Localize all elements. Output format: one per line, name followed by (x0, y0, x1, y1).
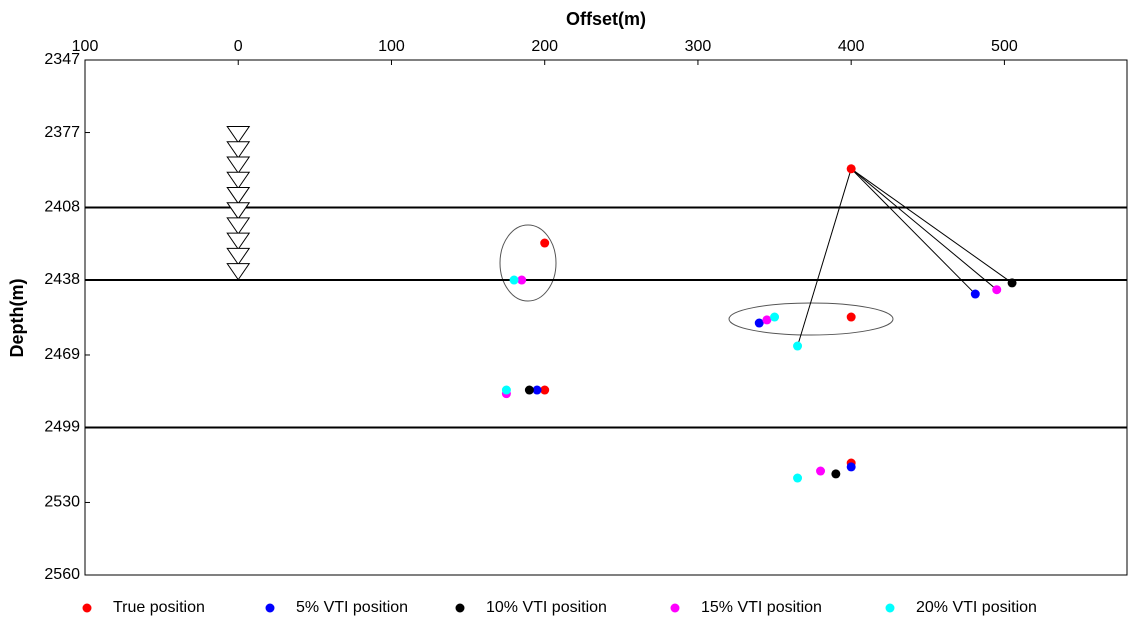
receiver (226, 202, 251, 220)
point (509, 275, 519, 285)
y-tick-label: 2438 (44, 271, 80, 288)
connector (797, 168, 852, 347)
y-axis-label: Depth(m) (7, 279, 27, 358)
point (970, 289, 980, 299)
legend-marker (670, 603, 680, 613)
point (770, 312, 780, 322)
point (793, 473, 803, 483)
cluster-ellipse (499, 224, 557, 302)
receiver (226, 263, 251, 281)
legend-label: 20% VTI position (916, 599, 1037, 616)
y-tick-label: 2560 (44, 566, 80, 583)
x-tick-label: 100 (72, 38, 99, 55)
x-tick-label: 200 (531, 38, 558, 55)
legend-marker (455, 603, 465, 613)
point (992, 285, 1002, 295)
point (532, 385, 542, 395)
connector (850, 168, 998, 291)
point (524, 385, 534, 395)
receiver (226, 126, 251, 144)
cluster-ellipse (728, 302, 894, 336)
point (540, 238, 550, 248)
point (517, 275, 527, 285)
legend-marker (885, 603, 895, 613)
point (793, 341, 803, 351)
receiver (226, 141, 251, 159)
y-tick-label: 2408 (44, 199, 80, 216)
x-tick-label: 300 (685, 38, 712, 55)
connector (850, 168, 976, 295)
point (1007, 278, 1017, 288)
receiver (226, 186, 251, 205)
plot-frame (84, 59, 1128, 576)
connector (850, 168, 1013, 284)
point (762, 315, 772, 325)
point (846, 312, 856, 322)
y-tick-label: 2499 (44, 419, 80, 436)
point (754, 318, 764, 328)
point (846, 462, 856, 472)
x-tick-label: 500 (991, 38, 1018, 55)
y-tick-label: 2469 (44, 346, 80, 363)
y-tick-label: 2347 (44, 51, 80, 68)
receiver (226, 217, 251, 235)
point (831, 469, 841, 479)
legend-label: 10% VTI position (486, 599, 607, 616)
point (540, 385, 550, 395)
legend-label: 5% VTI position (296, 599, 408, 616)
legend-marker (82, 603, 92, 613)
receiver (226, 171, 251, 190)
receiver (226, 232, 251, 251)
legend-marker (265, 603, 275, 613)
receiver (226, 247, 251, 266)
legend-label: True position (113, 599, 205, 616)
x-tick-label: 100 (378, 38, 405, 55)
y-tick-label: 2530 (44, 494, 80, 511)
point (501, 385, 511, 395)
y-tick-label: 2377 (44, 124, 80, 141)
x-axis-label: Offset(m) (566, 9, 646, 29)
receiver (226, 156, 251, 174)
point (846, 164, 856, 174)
legend-label: 15% VTI position (701, 599, 822, 616)
point (816, 466, 826, 476)
x-tick-label: 0 (234, 38, 243, 55)
x-tick-label: 400 (838, 38, 865, 55)
